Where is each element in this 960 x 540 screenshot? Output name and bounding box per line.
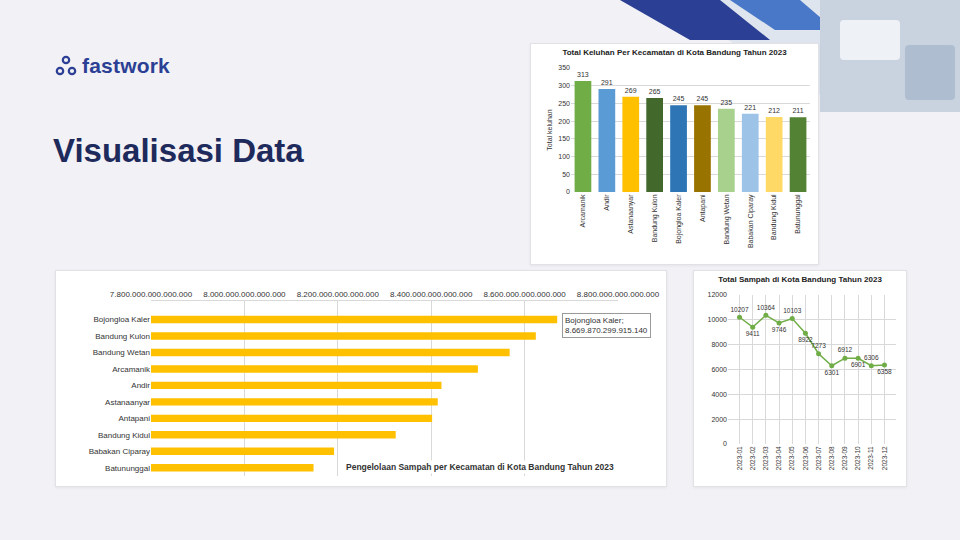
svg-text:6306: 6306 <box>864 354 879 361</box>
svg-text:350: 350 <box>558 64 570 71</box>
svg-text:265: 265 <box>649 88 661 95</box>
svg-text:9411: 9411 <box>746 330 760 337</box>
svg-text:6358: 6358 <box>877 368 892 375</box>
svg-text:221: 221 <box>744 104 756 111</box>
svg-text:Bojongloa Kaler: Bojongloa Kaler <box>94 315 151 324</box>
svg-text:245: 245 <box>697 95 709 102</box>
svg-text:8.800.000.000.000.000: 8.800.000.000.000.000 <box>577 290 660 299</box>
svg-text:8922: 8922 <box>798 336 813 343</box>
svg-text:8.000.000.000.000.000: 8.000.000.000.000.000 <box>203 290 286 299</box>
svg-text:7.800.000.000.000.000: 7.800.000.000.000.000 <box>110 290 193 299</box>
html-text:Visualisasi Data: Visualisasi Data <box>53 132 304 169</box>
svg-text:Total Sampah di Kota Bandung T: Total Sampah di Kota Bandung Tahun 2023 <box>718 275 882 284</box>
svg-text:2023-01: 2023-01 <box>736 446 743 470</box>
svg-text:Bandung Kidul: Bandung Kidul <box>770 194 778 240</box>
svg-text:Bandung Wetan: Bandung Wetan <box>93 348 150 357</box>
svg-text:Total keluhan: Total keluhan <box>546 109 553 150</box>
svg-text:2023-02: 2023-02 <box>749 446 756 470</box>
svg-text:Total Keluhan Per Kecamatan di: Total Keluhan Per Kecamatan di Kota Band… <box>562 48 787 57</box>
svg-text:9746: 9746 <box>772 326 787 333</box>
svg-text:2023-09: 2023-09 <box>841 446 848 470</box>
svg-text:250: 250 <box>558 100 570 107</box>
svg-text:Antapani: Antapani <box>699 194 707 222</box>
svg-text:Babakan Ciparay: Babakan Ciparay <box>747 194 755 248</box>
svg-text:313: 313 <box>577 71 589 78</box>
svg-text:Pengelolaan Sampah per Kecamat: Pengelolaan Sampah per Kecamatan di Kota… <box>346 462 614 472</box>
svg-text:8.600.000.000.000.000: 8.600.000.000.000.000 <box>483 290 566 299</box>
svg-text:2023-12: 2023-12 <box>881 446 888 470</box>
svg-text:Arcamanik: Arcamanik <box>112 365 151 374</box>
svg-text:Bandung Wetan: Bandung Wetan <box>723 194 731 244</box>
html-text:fastwork: fastwork <box>82 54 170 77</box>
svg-text:Andir: Andir <box>131 381 150 390</box>
svg-text:8.200.000.000.000.000: 8.200.000.000.000.000 <box>297 290 380 299</box>
svg-text:2023-10: 2023-10 <box>854 446 861 470</box>
svg-text:6901: 6901 <box>851 361 866 368</box>
svg-text:2023-03: 2023-03 <box>762 446 769 470</box>
svg-text:Antapani: Antapani <box>118 414 150 423</box>
svg-text:10207: 10207 <box>730 306 748 313</box>
svg-text:10103: 10103 <box>783 307 801 314</box>
svg-text:0: 0 <box>723 440 727 447</box>
svg-text:235: 235 <box>720 99 732 106</box>
svg-text:2023-06: 2023-06 <box>802 446 809 470</box>
svg-text:Bandung Kidul: Bandung Kidul <box>98 431 150 440</box>
svg-text:Bandung Kulon: Bandung Kulon <box>651 194 659 242</box>
svg-text:6000: 6000 <box>711 366 727 373</box>
svg-text:245: 245 <box>673 95 685 102</box>
svg-text:2023-04: 2023-04 <box>775 446 782 470</box>
svg-text:Arcamanik: Arcamanik <box>579 194 586 228</box>
svg-text:7273: 7273 <box>811 342 826 349</box>
svg-text:10000: 10000 <box>708 316 728 323</box>
svg-text:212: 212 <box>768 107 780 114</box>
svg-text:291: 291 <box>601 79 613 86</box>
svg-text:2023-11: 2023-11 <box>867 446 874 470</box>
svg-text:2023-05: 2023-05 <box>788 446 795 470</box>
svg-text:211: 211 <box>792 107 803 114</box>
svg-text:10364: 10364 <box>757 304 775 311</box>
svg-text:200: 200 <box>558 118 570 125</box>
svg-text:50: 50 <box>562 171 570 178</box>
svg-text:150: 150 <box>558 135 570 142</box>
svg-text:6301: 6301 <box>825 369 840 376</box>
svg-text:2023-07: 2023-07 <box>815 446 822 470</box>
svg-text:Bojongloa Kaler: Bojongloa Kaler <box>675 194 683 244</box>
svg-text:2023-08: 2023-08 <box>828 446 835 470</box>
svg-text:300: 300 <box>558 82 570 89</box>
svg-text:6912: 6912 <box>838 346 853 353</box>
svg-text:Babakan Ciparay: Babakan Ciparay <box>89 447 150 456</box>
svg-text:Astanaanyar: Astanaanyar <box>105 398 150 407</box>
svg-text:12000: 12000 <box>708 291 728 298</box>
svg-text:Batununggal: Batununggal <box>105 464 150 473</box>
svg-text:2000: 2000 <box>711 416 727 423</box>
svg-text:8000: 8000 <box>711 341 727 348</box>
svg-text:8.400.000.000.000.000: 8.400.000.000.000.000 <box>390 290 473 299</box>
svg-text:Bandung Kulon: Bandung Kulon <box>95 332 150 341</box>
svg-text:Bojongloa Kaler;8.669.870.299.: Bojongloa Kaler;8.669.870.299.915.140 <box>565 316 648 335</box>
svg-text:0: 0 <box>566 188 570 195</box>
svg-text:Batununggal: Batununggal <box>794 194 802 234</box>
svg-text:269: 269 <box>625 87 637 94</box>
svg-text:4000: 4000 <box>711 391 727 398</box>
svg-text:Astanaanyar: Astanaanyar <box>627 194 635 234</box>
svg-text:Andir: Andir <box>603 194 610 211</box>
svg-text:100: 100 <box>558 153 570 160</box>
